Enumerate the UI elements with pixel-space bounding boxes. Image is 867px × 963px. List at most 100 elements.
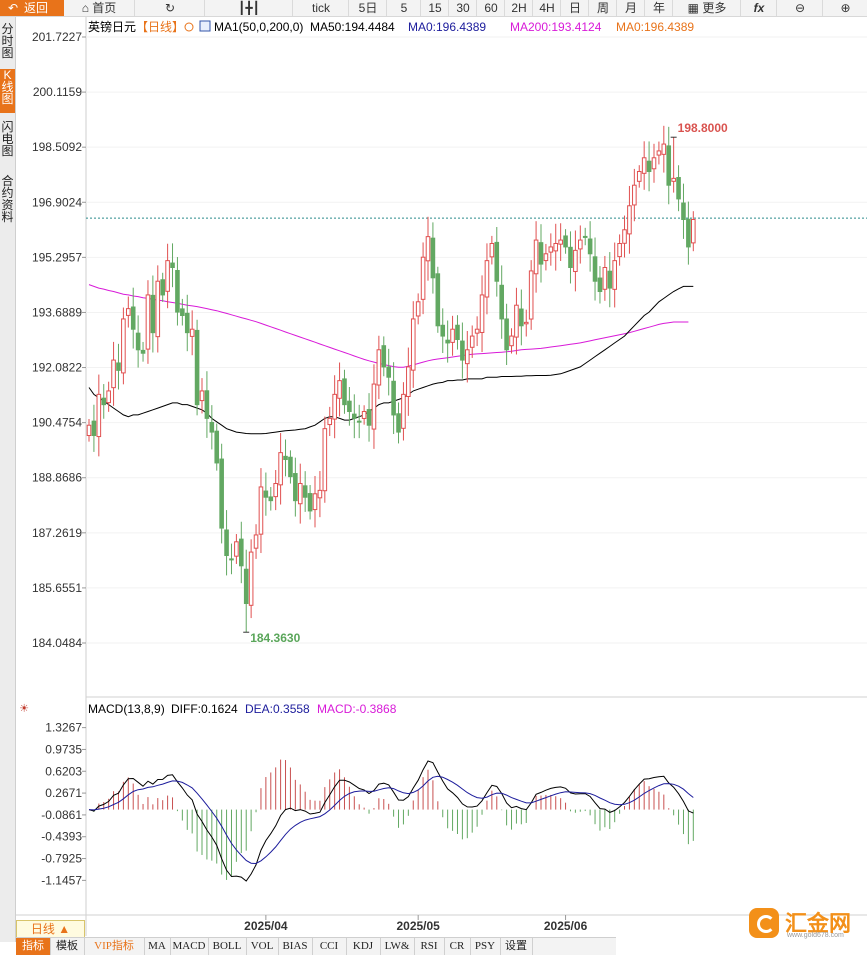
indicator-tab[interactable]: KDJ xyxy=(346,938,381,955)
candle-body xyxy=(681,202,686,220)
indicator-tab[interactable]: BIAS xyxy=(278,938,313,955)
candle-body xyxy=(469,335,475,348)
formula-button[interactable]: fx xyxy=(740,0,777,16)
candle xyxy=(641,141,647,190)
candle xyxy=(671,137,676,193)
candle xyxy=(263,472,269,516)
back-button[interactable]: ↶ 返回 xyxy=(0,0,64,16)
candle-body xyxy=(229,558,234,561)
period-selector[interactable]: 日线 ▲ xyxy=(16,920,85,938)
candle xyxy=(514,287,519,355)
tab-month[interactable]: 月 xyxy=(616,0,645,16)
candle-body xyxy=(184,312,190,334)
tab-tick[interactable]: tick xyxy=(292,0,349,16)
candle-body xyxy=(248,551,254,606)
candle xyxy=(406,347,411,416)
tab-year[interactable]: 年 xyxy=(644,0,673,16)
indicator-tab[interactable]: CCI xyxy=(312,938,347,955)
candle-body xyxy=(386,366,391,378)
candle xyxy=(686,201,691,265)
candle xyxy=(519,289,524,346)
tab-15[interactable]: 15 xyxy=(420,0,449,16)
indicator-tab[interactable]: VIP指标 xyxy=(84,938,145,955)
zoom-out-icon: ⊖ xyxy=(794,1,806,15)
indicator-tab[interactable]: 设置 xyxy=(500,938,533,955)
sidebar-item-flash-chart[interactable]: 闪电图 xyxy=(1,120,14,158)
tab-4h[interactable]: 4H xyxy=(532,0,561,16)
macd-tick-label: 0.6203 xyxy=(45,764,82,778)
candle-body xyxy=(617,243,622,258)
zoom-out-button[interactable]: ⊖ xyxy=(776,0,823,16)
candle xyxy=(381,336,387,377)
candle xyxy=(91,404,97,452)
indicator-tab[interactable]: VOL xyxy=(246,938,279,955)
refresh-button[interactable]: ↻ xyxy=(134,0,205,16)
candle xyxy=(258,468,264,554)
indicator-tab[interactable]: 指标 xyxy=(16,938,51,955)
zoom-in-button[interactable]: ⊕ xyxy=(822,0,867,16)
indicator-tab[interactable]: MA xyxy=(144,938,171,955)
candle xyxy=(538,224,544,283)
tab-60[interactable]: 60 xyxy=(476,0,505,16)
candle xyxy=(499,265,504,339)
legend-entry: MA1(50,0,200,0) xyxy=(214,20,303,34)
date-tick-label: 2025/05 xyxy=(396,919,440,933)
macd-tick-label: 0.9735 xyxy=(45,742,82,756)
tab-week[interactable]: 周 xyxy=(588,0,617,16)
candle xyxy=(332,375,337,439)
candle xyxy=(150,275,156,353)
home-button[interactable]: ⌂ 首页 xyxy=(81,1,117,15)
candle xyxy=(337,362,342,417)
macd-diff-line xyxy=(88,760,694,882)
candle xyxy=(101,384,107,419)
candle-body xyxy=(582,235,588,238)
candle-body xyxy=(612,260,617,290)
candle-body xyxy=(661,143,667,155)
tab-5day[interactable]: 5日 xyxy=(348,0,387,16)
indicator-bar: 指标 模板 VIP指标 MA MACD BOLL VOL BIAS CCI KDJ LW& RSI CR… xyxy=(16,937,616,955)
more-button[interactable]: ▦ 更多 xyxy=(672,0,741,16)
indicator-tab[interactable]: RSI xyxy=(414,938,445,955)
candle-body xyxy=(332,393,337,420)
candle xyxy=(681,183,686,239)
tab-day[interactable]: 日 xyxy=(560,0,589,16)
candle xyxy=(690,211,696,252)
macd-tick-label: -1.1457 xyxy=(41,873,82,887)
sidebar-item-contract-info[interactable]: 合约资料 xyxy=(1,174,14,224)
candle xyxy=(283,439,288,477)
tab-5[interactable]: 5 xyxy=(386,0,421,16)
candle-body xyxy=(666,145,672,186)
price-tick-label: 193.6889 xyxy=(32,305,82,319)
sidebar-item-tick-chart[interactable]: 分时图 xyxy=(1,22,14,60)
candle xyxy=(86,419,92,442)
candle-body xyxy=(145,294,151,350)
candle-body xyxy=(519,308,524,327)
legend-entry: MA200:193.4124 xyxy=(510,20,602,34)
candle xyxy=(273,470,278,511)
tab-30[interactable]: 30 xyxy=(448,0,477,16)
indicator-tab[interactable]: BOLL xyxy=(208,938,247,955)
sidebar-item-kline[interactable]: K线图 xyxy=(0,69,15,113)
refresh-icon: ↻ xyxy=(164,1,176,15)
candle xyxy=(474,316,480,347)
legend-entry: MA0:196.4389 xyxy=(408,20,486,34)
indicator-button[interactable]: ┃╋┃ xyxy=(204,0,293,16)
indicator-tab[interactable]: LW& xyxy=(380,938,415,955)
candle-body xyxy=(465,349,470,365)
candle xyxy=(632,168,637,222)
tab-2h[interactable]: 2H xyxy=(504,0,533,16)
candle-body xyxy=(523,321,529,325)
indicator-tab[interactable]: CR xyxy=(444,938,471,955)
candle xyxy=(184,294,190,352)
candle xyxy=(234,534,239,564)
indicator-tab[interactable]: MACD xyxy=(170,938,209,955)
candle-body xyxy=(607,270,613,289)
price-tick-label: 196.9024 xyxy=(32,195,82,209)
candle-body xyxy=(641,157,647,174)
indicator-tab[interactable]: 模板 xyxy=(50,938,85,955)
candle-body xyxy=(170,262,175,269)
candle-body xyxy=(455,324,460,341)
candle xyxy=(145,280,151,364)
indicator-tab[interactable]: PSY xyxy=(470,938,501,955)
